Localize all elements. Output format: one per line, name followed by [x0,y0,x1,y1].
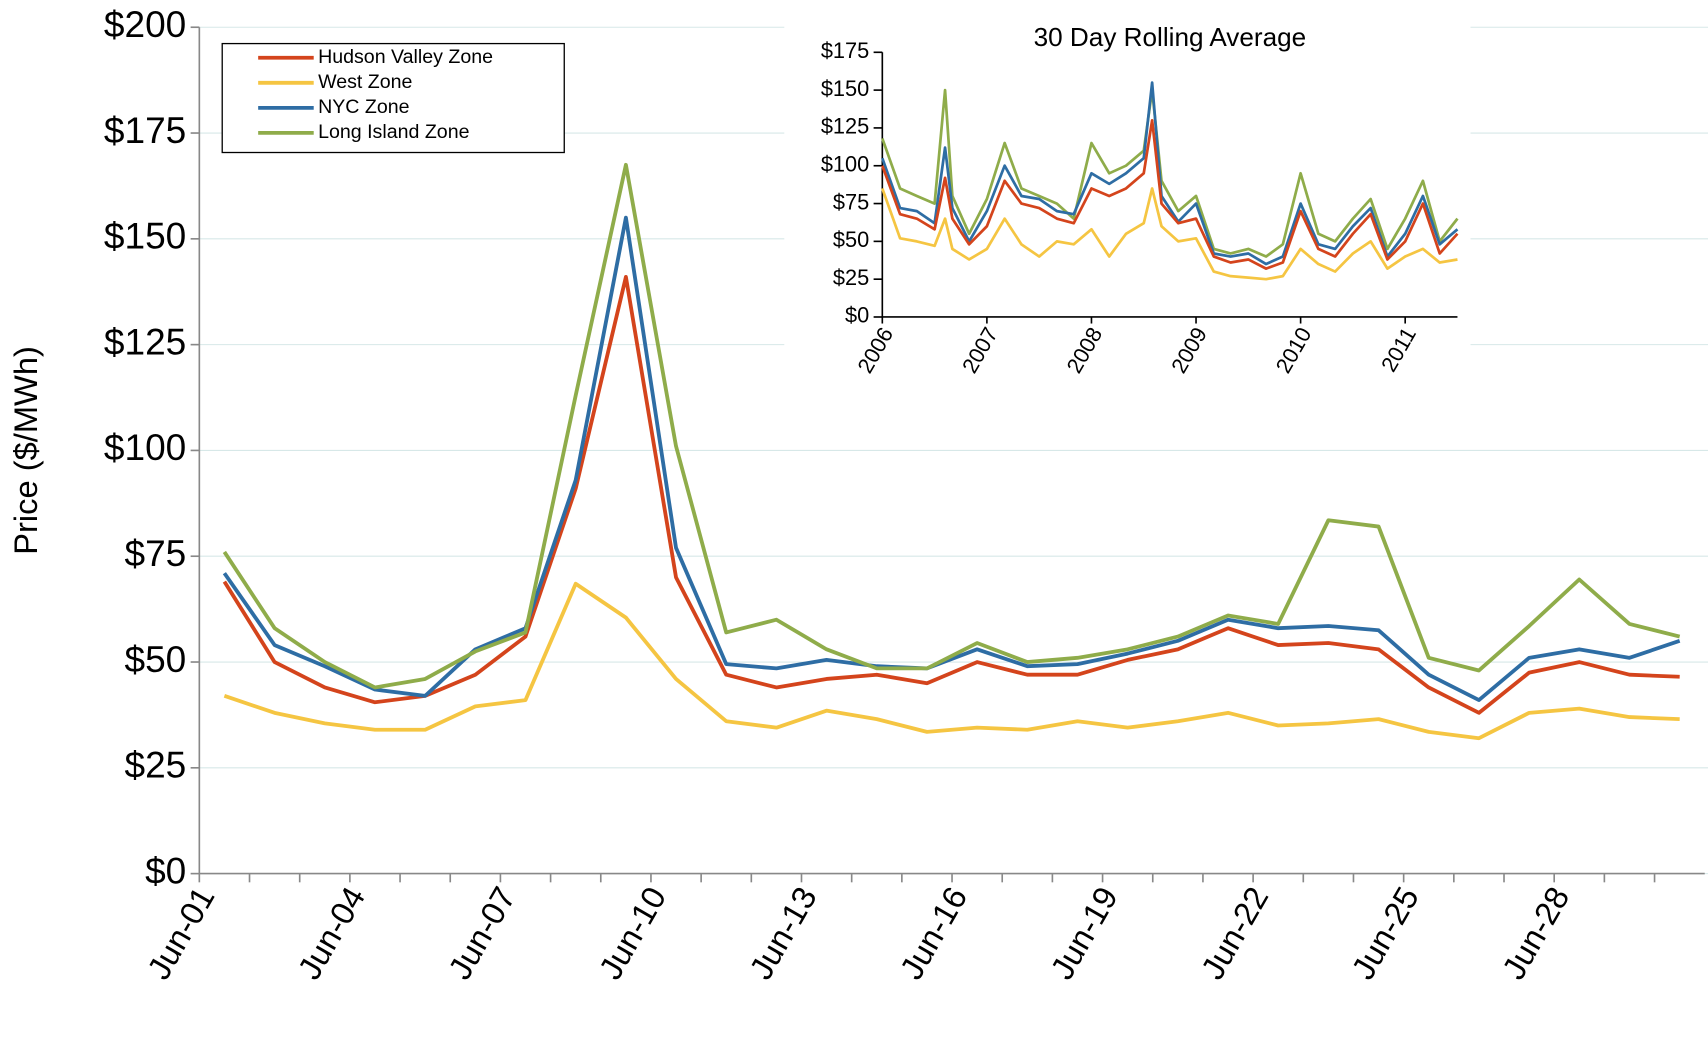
series-line [881,187,1458,281]
series-line [222,162,1681,690]
x-tick-label: Jun-04 [290,880,372,985]
legend-label: Hudson Valley Zone [318,46,493,68]
y-tick-label: $75 [125,532,187,574]
y-tick-label: $150 [104,215,186,257]
series-line [222,274,1680,715]
y-axis-label: Price ($/MWh) [7,346,44,555]
series-line [881,81,1459,266]
y-tick-label: $200 [104,3,186,45]
y-tick-label: $25 [125,744,187,786]
y-tick-label: $125 [104,320,186,362]
chart-title: 30 Day Rolling Average [1034,22,1307,52]
y-tick-label: $125 [821,114,869,139]
y-tick-label: $25 [833,265,869,290]
legend-label: West Zone [318,71,412,93]
series-line [881,119,1459,270]
y-tick-label: $50 [125,638,187,680]
x-tick-label: Jun-07 [441,880,523,985]
inset-background [784,13,1471,417]
y-tick-label: $0 [845,303,869,328]
x-tick-label: Jun-22 [1193,880,1275,985]
y-tick-label: $100 [104,426,186,468]
legend-label: NYC Zone [318,96,410,118]
y-tick-label: $0 [145,849,186,891]
x-tick-label: Jun-16 [892,880,974,985]
y-tick-label: $175 [104,109,186,151]
y-tick-label: $75 [833,189,869,214]
x-tick-label: Jun-10 [591,880,673,985]
series-line [223,581,1680,741]
x-tick-label: Jun-25 [1344,880,1426,985]
x-tick-label: Jun-19 [1043,880,1125,985]
y-tick-label: $50 [833,227,869,252]
x-tick-label: Jun-13 [742,880,824,985]
y-tick-label: $150 [821,76,869,101]
x-tick-label: Jun-28 [1494,880,1576,985]
y-tick-label: $100 [821,151,869,176]
legend-label: Long Island Zone [318,121,470,143]
y-tick-label: $175 [821,38,869,63]
x-tick-label: Jun-01 [140,880,222,985]
